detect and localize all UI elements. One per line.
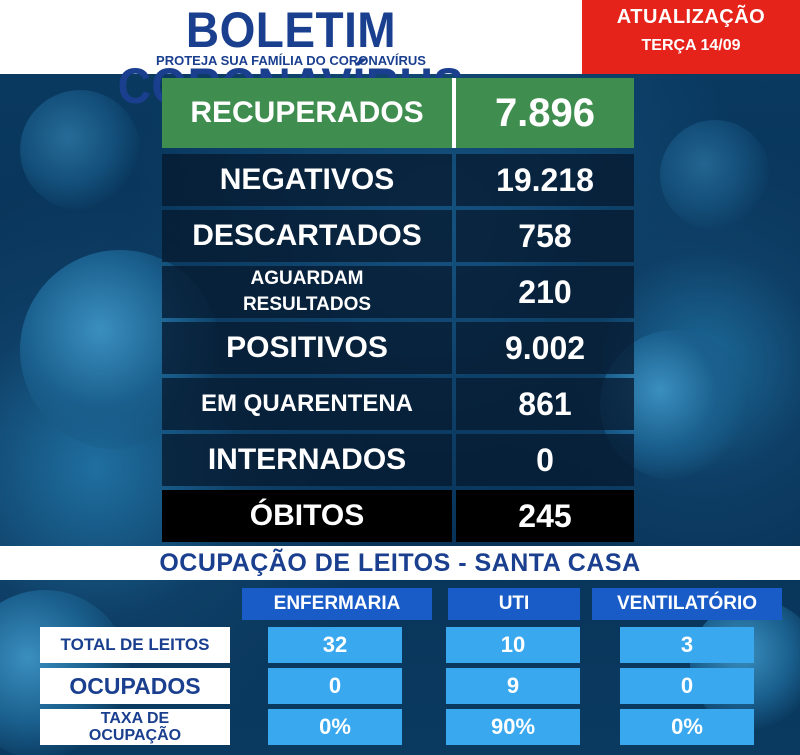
obitos-value: 245	[456, 490, 634, 542]
cell-ocupados-enfermaria: 0	[268, 668, 402, 704]
aguardam-label-line2: RESULTADOS	[242, 294, 372, 315]
quarentena-value: 861	[456, 378, 634, 430]
page-subtitle: PROTEJA SUA FAMÍLIA DO CORONAVÍRUS	[156, 53, 426, 68]
cell-total-uti: 10	[446, 627, 580, 663]
aguardam-value: 210	[456, 266, 634, 318]
cell-taxa-enfermaria: 0%	[268, 709, 402, 745]
row-header-total-leitos: TOTAL DE LEITOS	[40, 627, 230, 663]
cell-ocupados-ventilatorio: 0	[620, 668, 754, 704]
row-header-taxa-line2: OCUPAÇÃO	[88, 727, 182, 744]
descartados-label: DESCARTADOS	[162, 210, 452, 262]
cell-ocupados-uti: 9	[446, 668, 580, 704]
row-header-taxa-line1: TAXA DE	[100, 710, 170, 727]
cell-taxa-uti: 90%	[446, 709, 580, 745]
negativos-label: NEGATIVOS	[162, 154, 452, 206]
obitos-label: ÓBITOS	[162, 490, 452, 542]
occupancy-title: OCUPAÇÃO DE LEITOS - SANTA CASA	[159, 549, 641, 577]
column-divider	[452, 78, 456, 148]
negativos-value: 19.218	[456, 154, 634, 206]
positivos-label: POSITIVOS	[162, 322, 452, 374]
virus-illustration	[690, 600, 800, 730]
cell-taxa-ventilatorio: 0%	[620, 709, 754, 745]
virus-illustration	[20, 90, 140, 210]
aguardam-label: AGUARDAM RESULTADOS	[162, 266, 452, 318]
cell-total-ventilatorio: 3	[620, 627, 754, 663]
aguardam-label-line1: AGUARDAM	[250, 268, 364, 289]
recuperados-value: 7.896	[456, 78, 634, 148]
update-badge: ATUALIZAÇÃO TERÇA 14/09	[582, 0, 800, 74]
quarentena-label: EM QUARENTENA	[162, 378, 452, 430]
internados-label: INTERNADOS	[162, 434, 452, 486]
descartados-value: 758	[456, 210, 634, 262]
column-header-ventilatorio: VENTILATÓRIO	[592, 588, 782, 620]
positivos-value: 9.002	[456, 322, 634, 374]
internados-value: 0	[456, 434, 634, 486]
cell-total-enfermaria: 32	[268, 627, 402, 663]
recuperados-label: RECUPERADOS	[162, 78, 452, 148]
row-header-ocupados: OCUPADOS	[40, 668, 230, 704]
occupancy-title-band: OCUPAÇÃO DE LEITOS - SANTA CASA	[0, 546, 800, 580]
virus-illustration	[660, 120, 770, 230]
update-label: ATUALIZAÇÃO	[616, 6, 766, 28]
row-header-taxa-ocupacao: TAXA DE OCUPAÇÃO	[40, 709, 230, 745]
update-date: TERÇA 14/09	[641, 37, 741, 54]
header: BOLETIM CORONAVÍRUS PROTEJA SUA FAMÍLIA …	[0, 0, 582, 114]
column-header-enfermaria: ENFERMARIA	[242, 588, 432, 620]
column-header-uti: UTI	[448, 588, 580, 620]
